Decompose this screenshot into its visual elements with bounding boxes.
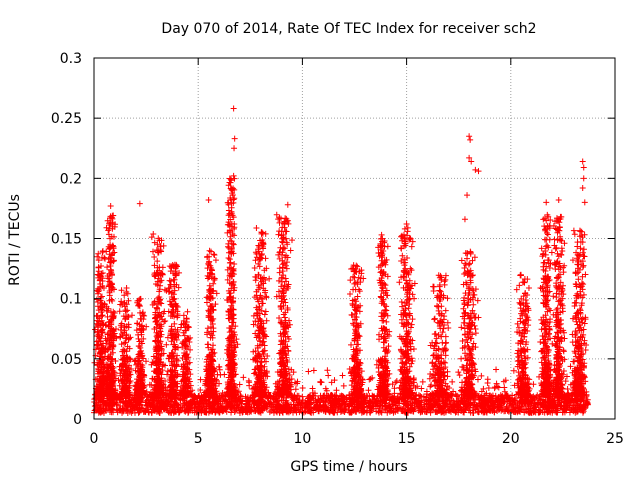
data-point <box>231 232 238 239</box>
data-point <box>501 388 508 395</box>
data-point <box>456 372 463 379</box>
data-point <box>485 384 492 391</box>
data-point <box>478 372 485 379</box>
data-point <box>369 374 376 381</box>
data-point <box>305 368 312 375</box>
data-point <box>150 230 157 237</box>
data-point <box>292 386 299 393</box>
data-point <box>216 366 223 373</box>
data-point <box>216 363 223 370</box>
data-point <box>299 385 306 392</box>
data-point <box>154 258 161 265</box>
data-point <box>339 372 346 379</box>
data-point <box>217 371 224 378</box>
data-point <box>493 380 500 387</box>
data-point <box>226 259 233 266</box>
data-point <box>240 374 247 381</box>
data-point <box>148 234 155 241</box>
data-point <box>510 367 517 374</box>
data-point <box>204 325 211 332</box>
data-points <box>91 105 591 416</box>
data-point <box>180 312 187 319</box>
data-point <box>310 367 317 374</box>
data-point <box>501 384 508 391</box>
data-point <box>149 248 156 255</box>
data-point <box>99 312 106 319</box>
data-point <box>325 372 332 379</box>
data-point <box>205 341 212 348</box>
data-point <box>166 277 173 284</box>
data-point <box>366 376 373 383</box>
data-point <box>246 379 253 386</box>
data-point <box>530 381 537 388</box>
data-point <box>412 384 419 391</box>
data-point <box>164 368 171 375</box>
data-point <box>139 309 146 316</box>
data-point <box>449 378 456 385</box>
data-point <box>419 378 426 385</box>
data-point <box>206 247 213 254</box>
data-point <box>393 378 400 385</box>
data-point <box>340 382 347 389</box>
data-point <box>146 381 153 388</box>
data-point <box>231 261 238 268</box>
data-point <box>367 375 374 382</box>
data-point <box>318 379 325 386</box>
data-point <box>333 387 340 394</box>
data-point <box>212 257 219 264</box>
data-point <box>236 381 243 388</box>
data-point <box>378 399 385 406</box>
data-point <box>365 387 372 394</box>
data-point <box>262 358 269 365</box>
data-point <box>211 251 218 258</box>
data-point <box>455 369 462 376</box>
data-point <box>101 255 108 262</box>
data-point <box>167 278 174 285</box>
chart-title: Day 070 of 2014, Rate Of TEC Index for r… <box>161 21 536 37</box>
data-point <box>266 409 273 416</box>
data-point <box>151 253 158 260</box>
data-point <box>184 308 191 315</box>
data-point <box>324 367 331 374</box>
data-point <box>194 408 201 415</box>
data-point <box>493 366 500 373</box>
data-point <box>484 379 491 386</box>
